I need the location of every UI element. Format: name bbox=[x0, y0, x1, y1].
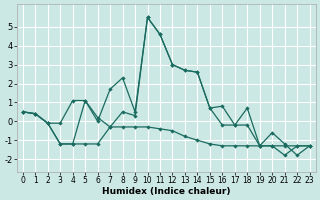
X-axis label: Humidex (Indice chaleur): Humidex (Indice chaleur) bbox=[102, 187, 230, 196]
